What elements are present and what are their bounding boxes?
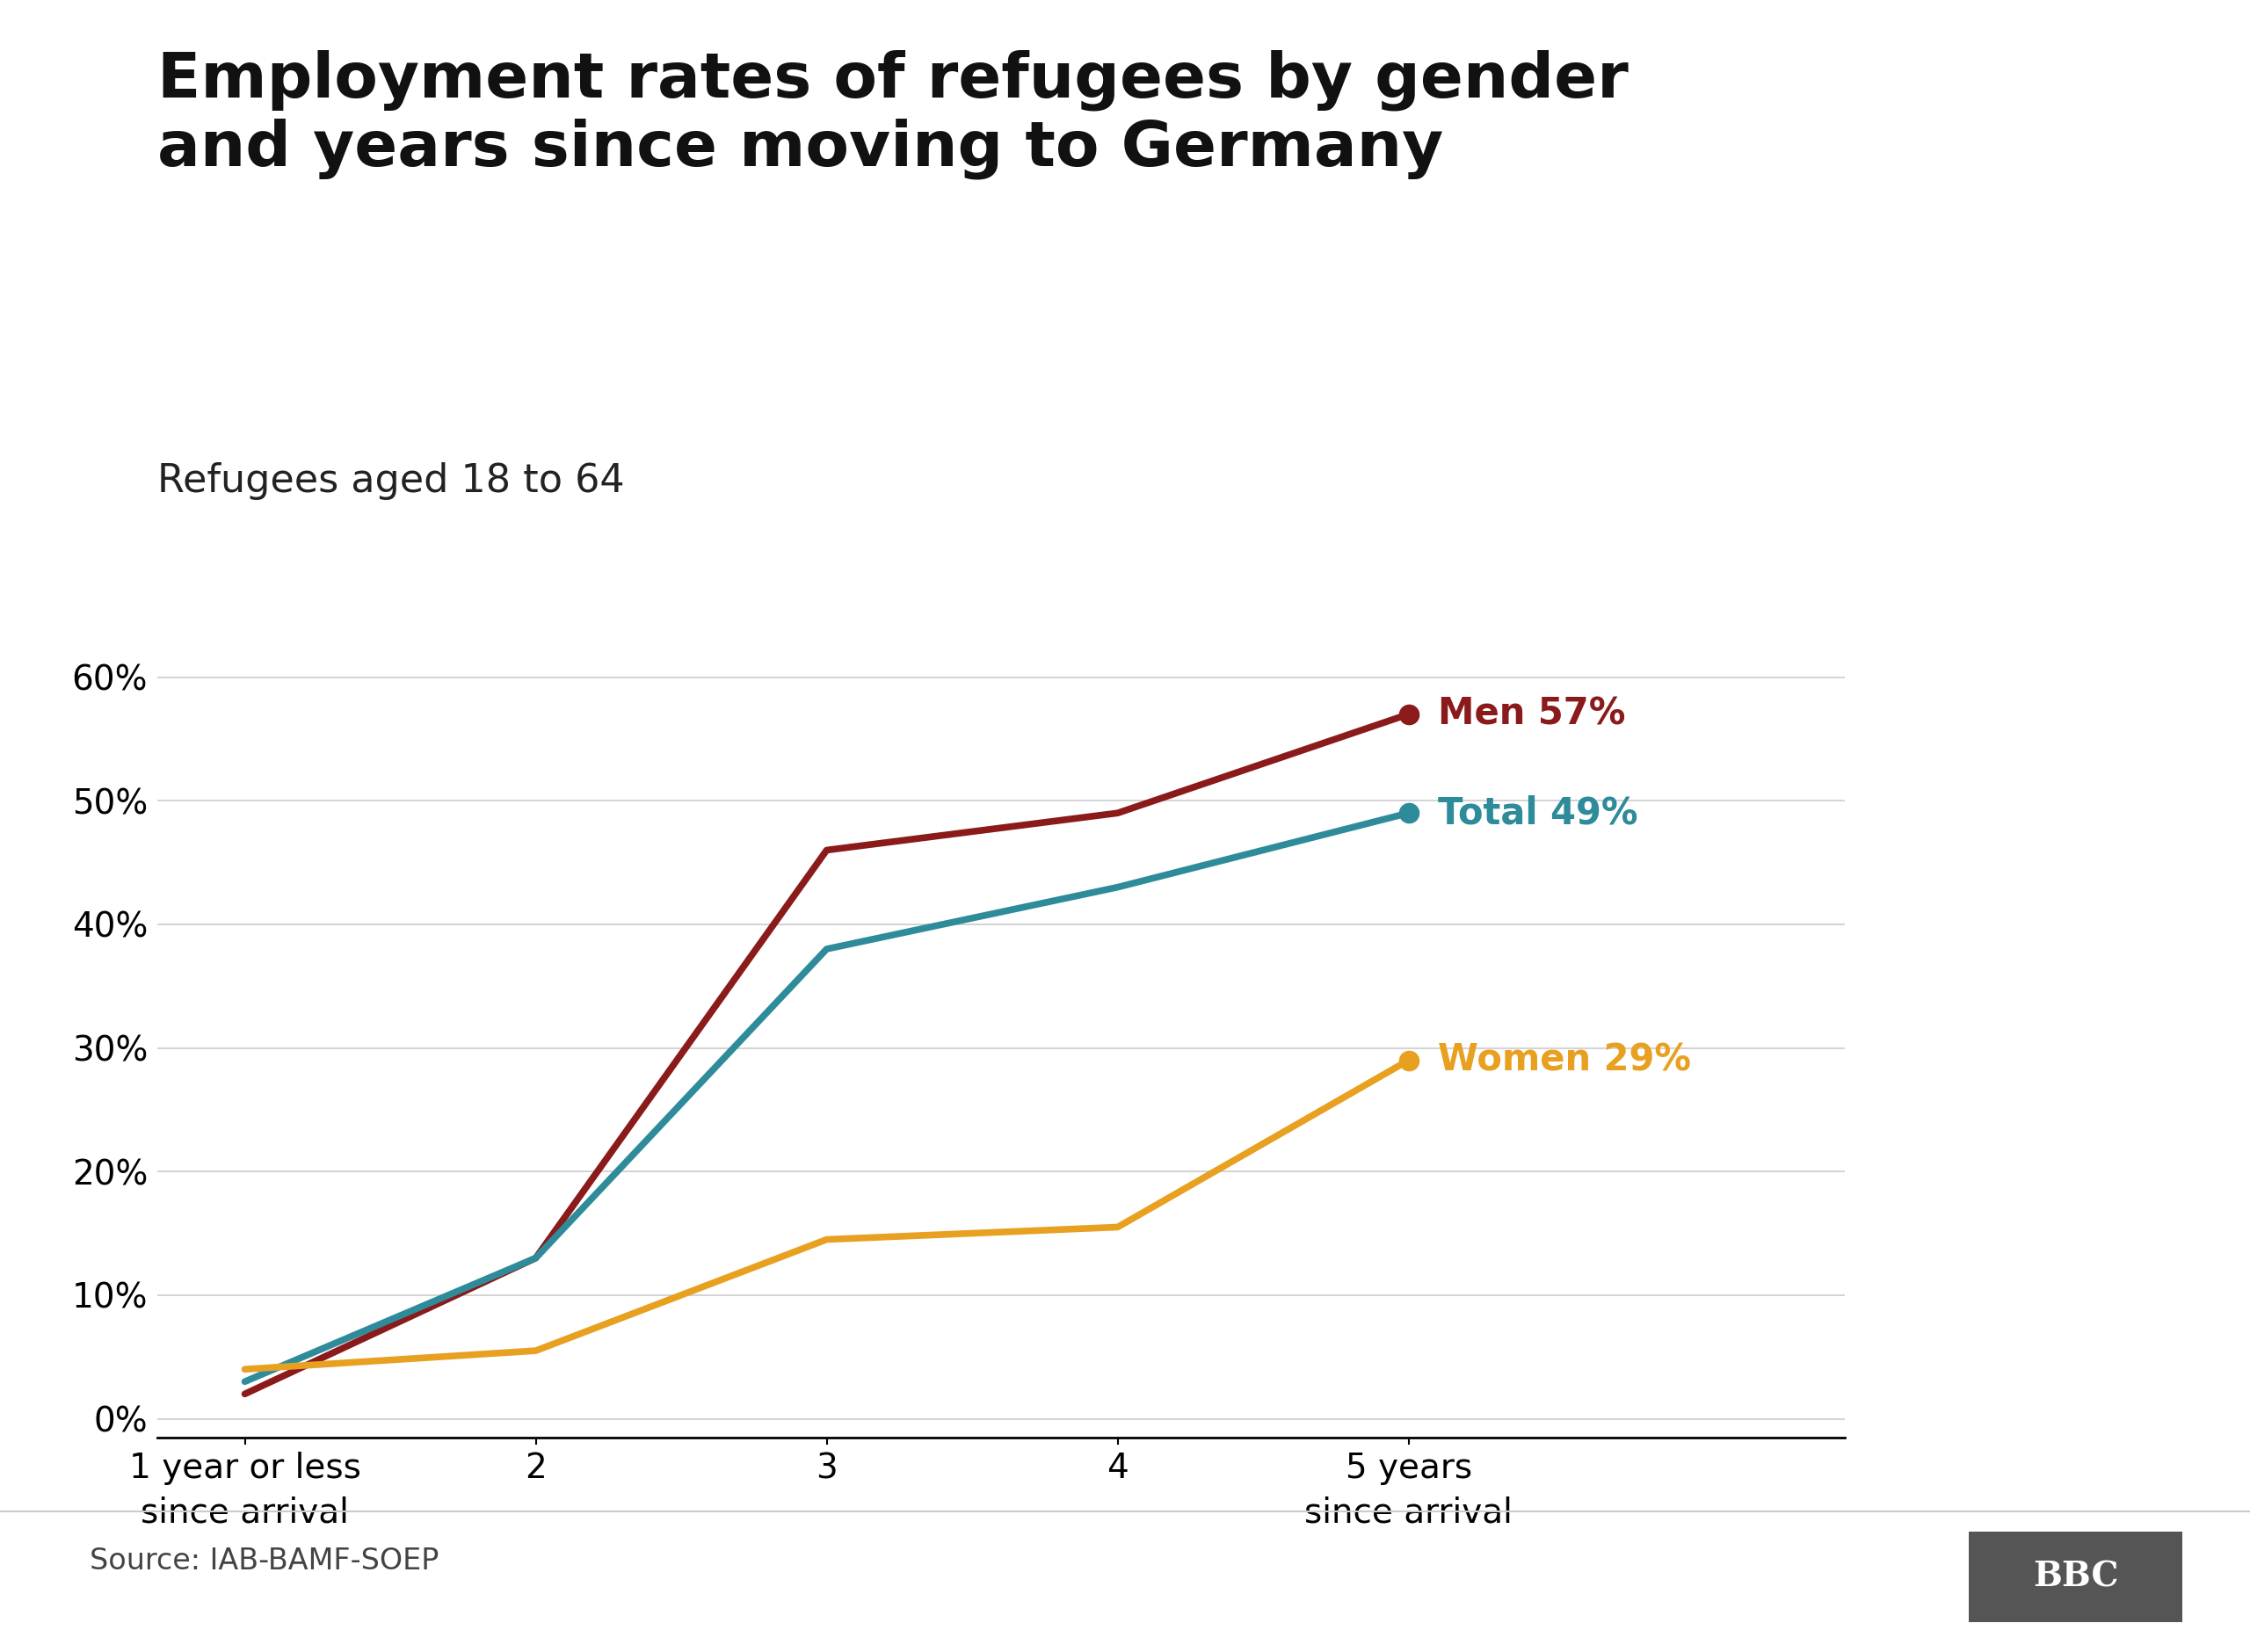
Text: Refugees aged 18 to 64: Refugees aged 18 to 64 [158, 463, 626, 501]
Text: Employment rates of refugees by gender
and years since moving to Germany: Employment rates of refugees by gender a… [158, 50, 1629, 178]
Text: BBC: BBC [2032, 1559, 2120, 1594]
Text: Total 49%: Total 49% [1438, 795, 1638, 831]
Text: Source: IAB-BAMF-SOEP: Source: IAB-BAMF-SOEP [90, 1546, 439, 1576]
Text: Women 29%: Women 29% [1438, 1042, 1692, 1079]
Text: Men 57%: Men 57% [1438, 695, 1625, 732]
